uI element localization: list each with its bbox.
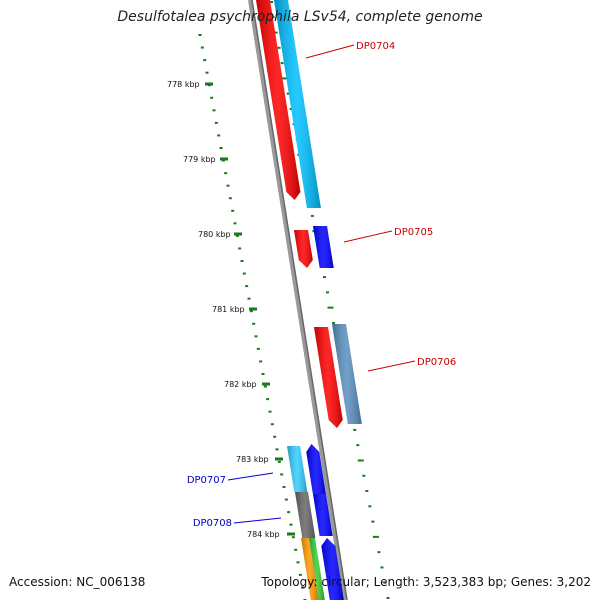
gene-leader-line (305, 44, 355, 59)
scale-label: 780 kbp (198, 230, 231, 239)
gene-arrow-shading (256, 0, 301, 200)
accession-text: Accession: NC_006138 (9, 575, 146, 589)
gene-label[interactable]: DP0704 (356, 41, 395, 52)
gene-leader-line (233, 517, 282, 524)
gene-arrow-shading (274, 0, 321, 208)
gene-leader-line (227, 472, 274, 481)
gene-arrow-shading (294, 230, 313, 268)
scale-tick-track (198, 34, 307, 600)
gene-label[interactable]: DP0708 (193, 518, 232, 529)
scale-label: 778 kbp (167, 80, 200, 89)
gene-arrow-shading (314, 327, 343, 428)
gene-arrow-shading (295, 492, 316, 538)
scale-label: 779 kbp (183, 155, 216, 164)
gene-leader-line (343, 230, 393, 243)
gene-label[interactable]: DP0705 (394, 227, 433, 238)
scale-label: 782 kbp (224, 380, 257, 389)
gene-labels: DP0704 DP0705 DP0706 DP0707 DP0708 (187, 41, 456, 529)
gene-arrow-shading (287, 446, 308, 492)
gene-label[interactable]: DP0707 (187, 475, 226, 486)
summary-text: Topology: circular; Length: 3,523,383 bp… (261, 575, 591, 589)
gene-arrow-shading (332, 324, 362, 424)
gene-arrow-shading (313, 494, 333, 536)
gene-leader-line (367, 360, 416, 372)
gene-arrow-shading (321, 538, 344, 600)
genome-title: Desulfotalea psychrophila LSv54, complet… (117, 9, 483, 25)
scale-label: 784 kbp (247, 530, 280, 539)
gene-arrow-shading (313, 226, 334, 268)
gene-arrow-shading (301, 538, 319, 600)
gene-label[interactable]: DP0706 (417, 357, 456, 368)
genome-backbone (248, 0, 348, 600)
gene-track (256, 0, 362, 600)
gene-arrow-shading (309, 538, 325, 600)
scale-label: 781 kbp (212, 305, 245, 314)
gene-arrow-shading (306, 444, 326, 494)
scale-label: 783 kbp (236, 455, 269, 464)
scale-labels: 778 kbp 779 kbp 780 kbp 781 kbp 782 kbp 783 k… (167, 80, 295, 539)
